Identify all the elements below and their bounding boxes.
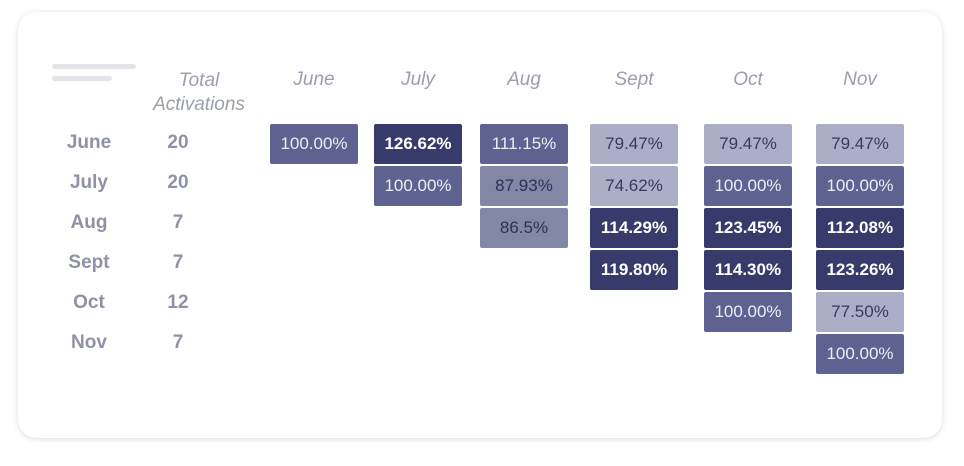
cohort-cell-aug-nov[interactable]: 112.08% — [816, 208, 904, 248]
cohort-cell-june-july[interactable]: 126.62% — [374, 124, 462, 164]
cohort-cell-oct-oct[interactable]: 100.00% — [704, 292, 792, 332]
cohort-cell-june-oct[interactable]: 79.47% — [704, 124, 792, 164]
cohort-cell-july-sept[interactable]: 74.62% — [590, 166, 678, 206]
column-header-june: June — [293, 69, 335, 90]
column-header-nov: Nov — [843, 69, 877, 90]
column-header-july: July — [401, 69, 435, 90]
cohort-cell-nov-nov[interactable]: 100.00% — [816, 334, 904, 374]
column-header-oct: Oct — [733, 69, 763, 90]
row-label-june: June — [66, 132, 112, 153]
row-label-aug: Aug — [70, 212, 108, 233]
cohort-cell-sept-nov[interactable]: 123.26% — [816, 250, 904, 290]
cohort-cell-aug-oct[interactable]: 123.45% — [704, 208, 792, 248]
header-placeholder-line-2 — [52, 76, 112, 81]
cohort-cell-july-oct[interactable]: 100.00% — [704, 166, 792, 206]
cohort-cell-oct-nov[interactable]: 77.50% — [816, 292, 904, 332]
cohort-cell-june-sept[interactable]: 79.47% — [590, 124, 678, 164]
cohort-cell-july-aug[interactable]: 87.93% — [480, 166, 568, 206]
total-activations-header: Total Activations — [153, 70, 245, 115]
row-label-oct: Oct — [73, 292, 105, 313]
cohort-cell-june-june[interactable]: 100.00% — [270, 124, 358, 164]
cohort-card: Total Activations June July Aug Sept Oct Nov J… — [18, 12, 942, 438]
cohort-cell-aug-sept[interactable]: 114.29% — [590, 208, 678, 248]
cohort-cell-aug-aug[interactable]: 86.5% — [480, 208, 568, 248]
row-label-sept: Sept — [68, 252, 110, 273]
cohort-cell-july-july[interactable]: 100.00% — [374, 166, 462, 206]
column-header-aug: Aug — [507, 69, 541, 90]
cohort-cell-sept-sept[interactable]: 119.80% — [590, 250, 678, 290]
row-total-june: 20 — [167, 132, 189, 153]
row-label-nov: Nov — [71, 332, 107, 353]
row-total-nov: 7 — [172, 332, 184, 353]
cohort-cell-july-nov[interactable]: 100.00% — [816, 166, 904, 206]
row-total-july: 20 — [167, 172, 189, 193]
row-total-aug: 7 — [172, 212, 184, 233]
row-total-sept: 7 — [172, 252, 184, 273]
cohort-cell-june-aug[interactable]: 111.15% — [480, 124, 568, 164]
cohort-cell-sept-oct[interactable]: 114.30% — [704, 250, 792, 290]
row-label-july: July — [69, 172, 109, 193]
header-placeholder-line-1 — [52, 64, 136, 69]
cohort-cell-june-nov[interactable]: 79.47% — [816, 124, 904, 164]
column-header-sept: Sept — [614, 69, 654, 90]
row-total-oct: 12 — [167, 292, 189, 313]
